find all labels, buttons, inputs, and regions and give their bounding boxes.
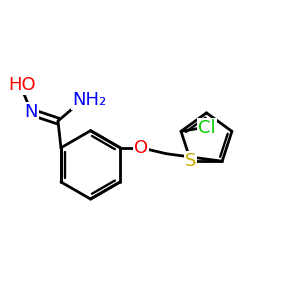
Text: Cl: Cl xyxy=(198,119,216,137)
Text: O: O xyxy=(134,139,148,157)
Text: HO: HO xyxy=(8,76,36,94)
Text: N: N xyxy=(25,103,38,121)
Text: S: S xyxy=(185,152,196,170)
Text: NH₂: NH₂ xyxy=(72,91,106,109)
